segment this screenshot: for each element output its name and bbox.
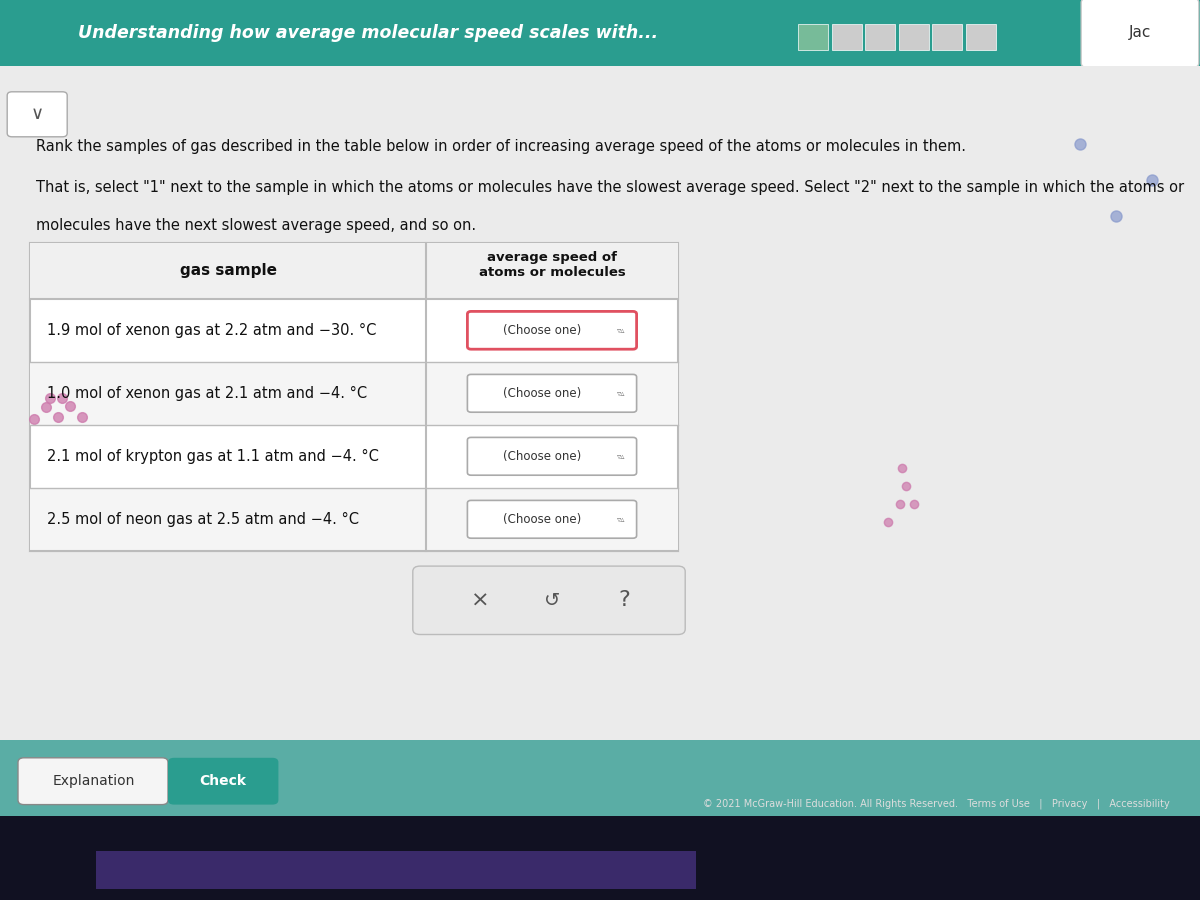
Bar — [798, 24, 828, 50]
Text: Check: Check — [199, 774, 247, 788]
Text: ×: × — [470, 590, 490, 610]
FancyBboxPatch shape — [1081, 0, 1199, 68]
FancyBboxPatch shape — [18, 758, 168, 805]
Text: ▿▵: ▿▵ — [617, 389, 625, 398]
Text: ∨: ∨ — [31, 105, 43, 123]
Text: ▿▵: ▿▵ — [617, 326, 625, 335]
Text: That is, select "1" next to the sample in which the atoms or molecules have the : That is, select "1" next to the sample i… — [36, 180, 1184, 195]
Text: Understanding how average molecular speed scales with...: Understanding how average molecular spee… — [78, 24, 658, 41]
Text: 2.5 mol of neon gas at 2.5 atm and −4. °C: 2.5 mol of neon gas at 2.5 atm and −4. °… — [47, 512, 359, 526]
Bar — [0, 0, 1200, 66]
Bar — [30, 243, 678, 299]
Bar — [832, 24, 862, 50]
Text: Rank the samples of gas described in the table below in order of increasing aver: Rank the samples of gas described in the… — [36, 140, 966, 155]
Text: 1.9 mol of xenon gas at 2.2 atm and −30. °C: 1.9 mol of xenon gas at 2.2 atm and −30.… — [47, 323, 376, 338]
FancyBboxPatch shape — [468, 500, 636, 538]
FancyBboxPatch shape — [7, 92, 67, 137]
FancyBboxPatch shape — [168, 758, 278, 805]
Bar — [0, 66, 1200, 816]
Text: (Choose one): (Choose one) — [503, 450, 582, 463]
Bar — [0, 740, 1200, 816]
Text: (Choose one): (Choose one) — [503, 513, 582, 526]
Text: molecules have the next slowest average speed, and so on.: molecules have the next slowest average … — [36, 218, 476, 233]
Text: 2.1 mol of krypton gas at 1.1 atm and −4. °C: 2.1 mol of krypton gas at 1.1 atm and −4… — [47, 449, 379, 464]
Text: ?: ? — [618, 590, 630, 610]
Text: ▿▵: ▿▵ — [617, 452, 625, 461]
Text: 1.0 mol of xenon gas at 2.1 atm and −4. °C: 1.0 mol of xenon gas at 2.1 atm and −4. … — [47, 386, 367, 400]
Text: © 2021 McGraw-Hill Education. All Rights Reserved.   Terms of Use   |   Privacy : © 2021 McGraw-Hill Education. All Rights… — [703, 798, 1170, 809]
Text: gas sample: gas sample — [180, 264, 276, 278]
Text: (Choose one): (Choose one) — [503, 324, 582, 337]
Bar — [899, 24, 929, 50]
Text: average speed of
atoms or molecules: average speed of atoms or molecules — [479, 250, 625, 279]
Bar — [30, 488, 678, 551]
Bar — [96, 851, 696, 889]
Bar — [966, 24, 996, 50]
Bar — [30, 243, 678, 551]
Text: (Choose one): (Choose one) — [503, 387, 582, 400]
Text: Jac: Jac — [1129, 25, 1151, 40]
Text: ↺: ↺ — [544, 590, 560, 610]
Bar — [30, 362, 678, 425]
FancyBboxPatch shape — [468, 374, 636, 412]
FancyBboxPatch shape — [468, 311, 636, 349]
Bar — [0, 816, 1200, 900]
Text: ▿▵: ▿▵ — [617, 515, 625, 524]
Bar — [932, 24, 962, 50]
Text: Explanation: Explanation — [53, 774, 134, 788]
FancyBboxPatch shape — [468, 437, 636, 475]
FancyBboxPatch shape — [413, 566, 685, 634]
Bar — [865, 24, 895, 50]
